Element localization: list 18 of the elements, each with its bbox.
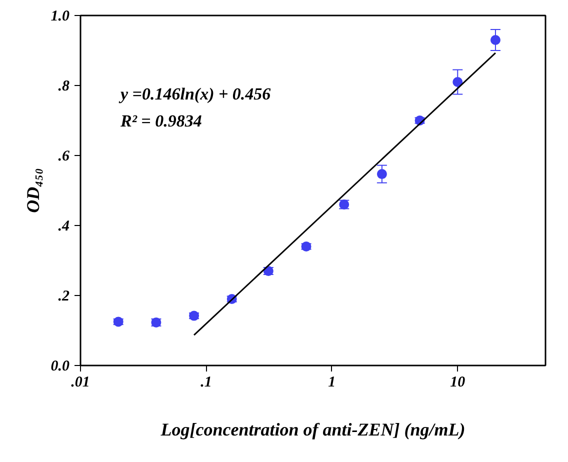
point: [490, 35, 500, 45]
y-tick-label: .8: [58, 78, 70, 94]
y-tick-label: .4: [58, 218, 70, 234]
annotation: y =0.146ln(x) + 0.456: [118, 84, 272, 104]
y-tick-label: 1.0: [50, 8, 70, 24]
y-tick-label: .6: [58, 148, 70, 164]
y-tick-label: 0.0: [50, 358, 70, 374]
x-axis-title: Log[concentration of anti-ZEN] (ng/mL): [160, 420, 466, 440]
x-tick-label: .01: [71, 374, 90, 390]
x-tick-label: 1: [328, 374, 336, 390]
y-tick-label: .2: [58, 288, 70, 304]
y-axis-title: OD₄₅₀: [22, 168, 43, 213]
x-tick-label: .1: [200, 374, 212, 390]
point: [189, 310, 200, 321]
annotation: R² = 0.9834: [120, 112, 202, 130]
point: [376, 169, 387, 180]
x-tick-label: 10: [450, 374, 466, 390]
point: [452, 77, 463, 87]
